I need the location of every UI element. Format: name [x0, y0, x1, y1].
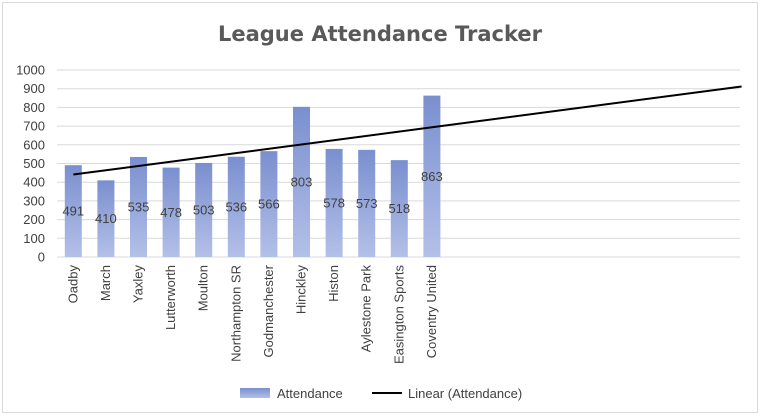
x-category-label: Yaxley — [131, 265, 146, 304]
data-label: 410 — [95, 211, 117, 226]
data-label: 478 — [160, 205, 182, 220]
data-label: 536 — [225, 199, 247, 214]
data-label: 535 — [128, 199, 150, 214]
y-tick-label: 600 — [23, 137, 45, 152]
bar-godmanchester — [260, 151, 278, 257]
y-tick-label: 400 — [23, 175, 45, 190]
bar-march — [97, 180, 115, 257]
legend-label-trendline: Linear (Attendance) — [408, 386, 522, 401]
x-category-label: March — [98, 265, 113, 301]
y-tick-label: 300 — [23, 193, 45, 208]
trendline — [73, 85, 742, 176]
bar-yaxley — [130, 156, 147, 257]
data-label: 803 — [291, 174, 313, 189]
bar-lutterworth — [162, 167, 180, 257]
bar-moulton — [195, 162, 213, 257]
bar-coventry-united — [423, 95, 441, 257]
x-axis-categories: Oadby March Yaxley Lutterworth Moulton Northa… — [65, 264, 439, 364]
data-labels: 491 410 535 478 503 536 566 803 578 573 518 863 — [62, 169, 442, 226]
data-label: 503 — [193, 202, 215, 217]
chart-title: League Attendance Tracker — [218, 22, 543, 46]
x-category-label: Lutterworth — [163, 265, 178, 330]
y-tick-label: 900 — [23, 81, 45, 96]
bar-easington-sports — [390, 160, 408, 257]
trendline-layer — [73, 85, 742, 176]
x-category-label: Godmanchester — [261, 264, 276, 357]
x-category-label: Histon — [326, 265, 341, 302]
x-category-label: Northampton SR — [228, 265, 243, 362]
x-category-label: Aylestone Park — [359, 265, 374, 353]
x-category-label: Coventry United — [424, 265, 439, 358]
bar-oadby — [64, 165, 82, 257]
x-category-label: Oadby — [65, 265, 80, 304]
y-tick-label: 0 — [38, 250, 45, 265]
y-tick-label: 200 — [23, 212, 45, 227]
y-tick-label: 1000 — [16, 63, 45, 78]
bar-northampton-sr — [227, 156, 245, 257]
y-tick-label: 700 — [23, 119, 45, 134]
bar-aylestone-park — [358, 149, 376, 257]
bar-histon — [325, 148, 343, 257]
data-label: 518 — [388, 201, 410, 216]
data-label: 491 — [62, 204, 84, 219]
x-category-label: Moulton — [196, 265, 211, 311]
data-label: 578 — [323, 195, 345, 210]
data-label: 566 — [258, 197, 280, 212]
legend: Attendance Linear (Attendance) — [240, 386, 522, 401]
data-label: 863 — [421, 169, 443, 184]
x-category-label: Easington Sports — [391, 265, 406, 365]
y-tick-label: 800 — [23, 100, 45, 115]
data-label: 573 — [356, 196, 378, 211]
legend-label-attendance: Attendance — [277, 386, 343, 401]
bars — [64, 95, 441, 258]
y-tick-label: 500 — [23, 156, 45, 171]
y-axis-ticks: 0 100 200 300 400 500 600 700 800 900 1000 — [16, 63, 45, 265]
x-category-label: Hinckley — [294, 265, 309, 315]
y-tick-label: 100 — [23, 231, 45, 246]
legend-swatch-attendance — [240, 388, 270, 398]
